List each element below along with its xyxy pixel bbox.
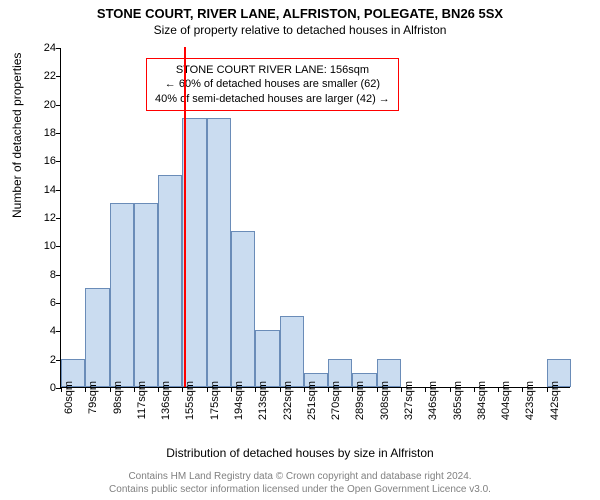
y-tick-mark	[56, 275, 61, 276]
x-tick-label: 423sqm	[524, 381, 536, 420]
y-tick-mark	[56, 303, 61, 304]
x-tick-label: 136sqm	[160, 381, 172, 420]
x-tick-label: 251sqm	[306, 381, 318, 420]
y-tick-label: 22	[31, 70, 56, 82]
x-tick-mark	[450, 387, 451, 392]
x-tick-mark	[401, 387, 402, 392]
annotation-line1: STONE COURT RIVER LANE: 156sqm	[155, 63, 390, 77]
footer: Contains HM Land Registry data © Crown c…	[0, 470, 600, 496]
plot-region: STONE COURT RIVER LANE: 156sqm ← 60% of …	[60, 48, 570, 388]
x-tick-label: 404sqm	[500, 381, 512, 420]
x-tick-mark	[231, 387, 232, 392]
x-tick-mark	[474, 387, 475, 392]
x-tick-mark	[328, 387, 329, 392]
x-tick-label: 117sqm	[136, 381, 148, 419]
x-tick-label: 308sqm	[379, 381, 391, 420]
x-tick-mark	[547, 387, 548, 392]
histogram-bar	[280, 316, 304, 387]
y-tick-label: 14	[31, 184, 56, 196]
x-tick-mark	[498, 387, 499, 392]
x-tick-mark	[61, 387, 62, 392]
x-tick-label: 60sqm	[63, 381, 75, 414]
x-tick-mark	[304, 387, 305, 392]
histogram-bar	[134, 203, 158, 387]
x-tick-label: 79sqm	[87, 381, 99, 414]
x-tick-label: 365sqm	[452, 381, 464, 420]
annotation-line3: 40% of semi-detached houses are larger (…	[155, 92, 390, 106]
histogram-bar	[231, 231, 255, 387]
x-tick-label: 346sqm	[427, 381, 439, 420]
x-tick-mark	[207, 387, 208, 392]
y-tick-label: 8	[31, 269, 56, 281]
footer-line2: Contains public sector information licen…	[0, 483, 600, 496]
x-tick-label: 175sqm	[209, 381, 221, 420]
y-tick-mark	[56, 161, 61, 162]
x-tick-label: 384sqm	[476, 381, 488, 420]
y-axis-label: Number of detached properties	[10, 53, 24, 218]
x-tick-label: 289sqm	[354, 381, 366, 420]
chart-area: STONE COURT RIVER LANE: 156sqm ← 60% of …	[60, 48, 570, 388]
y-tick-label: 4	[31, 325, 56, 337]
x-tick-label: 270sqm	[330, 381, 342, 420]
y-tick-label: 16	[31, 155, 56, 167]
y-tick-label: 12	[31, 212, 56, 224]
y-tick-mark	[56, 218, 61, 219]
histogram-bar	[110, 203, 134, 387]
y-tick-label: 0	[31, 382, 56, 394]
x-tick-mark	[377, 387, 378, 392]
y-tick-label: 24	[31, 42, 56, 54]
footer-line1: Contains HM Land Registry data © Crown c…	[0, 470, 600, 483]
y-tick-label: 20	[31, 99, 56, 111]
annotation-line2: ← 60% of detached houses are smaller (62…	[155, 77, 390, 91]
histogram-bar	[207, 118, 231, 387]
x-tick-label: 442sqm	[549, 381, 561, 420]
histogram-bar	[255, 330, 279, 387]
y-tick-mark	[56, 190, 61, 191]
x-tick-label: 213sqm	[257, 381, 269, 420]
x-tick-mark	[134, 387, 135, 392]
x-tick-label: 155sqm	[184, 381, 196, 420]
x-tick-label: 327sqm	[403, 381, 415, 420]
histogram-bar	[158, 175, 182, 388]
x-tick-mark	[280, 387, 281, 392]
x-tick-label: 98sqm	[112, 381, 124, 414]
chart-subtitle: Size of property relative to detached ho…	[0, 21, 600, 37]
y-tick-mark	[56, 133, 61, 134]
x-tick-label: 232sqm	[282, 381, 294, 420]
y-tick-mark	[56, 48, 61, 49]
y-tick-mark	[56, 331, 61, 332]
x-axis-label: Distribution of detached houses by size …	[0, 446, 600, 460]
x-tick-mark	[110, 387, 111, 392]
y-tick-mark	[56, 76, 61, 77]
y-tick-label: 6	[31, 297, 56, 309]
histogram-bar	[85, 288, 109, 387]
y-tick-label: 2	[31, 354, 56, 366]
x-tick-label: 194sqm	[233, 381, 245, 420]
y-tick-label: 18	[31, 127, 56, 139]
x-tick-mark	[158, 387, 159, 392]
y-tick-label: 10	[31, 240, 56, 252]
y-tick-mark	[56, 246, 61, 247]
y-tick-mark	[56, 105, 61, 106]
chart-title: STONE COURT, RIVER LANE, ALFRISTON, POLE…	[0, 0, 600, 21]
histogram-bar	[182, 118, 206, 387]
marker-line	[184, 47, 186, 387]
